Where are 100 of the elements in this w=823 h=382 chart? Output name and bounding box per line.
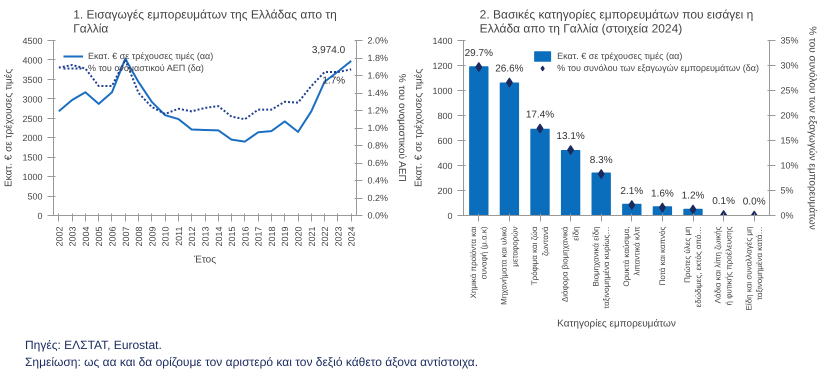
y-tick-label: 200 — [437, 186, 453, 196]
data-label: 2.1% — [620, 186, 644, 197]
x-tick-label: 2005 — [94, 226, 104, 247]
x-tick-label: 2010 — [160, 226, 171, 247]
data-label: 13.1% — [556, 131, 585, 142]
point — [536, 124, 544, 134]
point — [658, 202, 666, 212]
y2-tick-label: 25% — [780, 86, 799, 96]
y-tick-label: 2000 — [22, 133, 43, 144]
point — [690, 204, 696, 214]
x-axis-title: Έτος — [192, 254, 216, 266]
x-tick-label: Πρώτες ύλες μη εδώδιμες, εκτός από… — [683, 226, 703, 308]
x-tick-label: 2011 — [174, 226, 184, 246]
text: Πηγές: ΕΛΣΤΑΤ, Eurostat. — [25, 338, 162, 352]
data-label: 0.1% — [712, 196, 736, 207]
legend-label: Εκατ. € σε τρέχουσες τιμές (αα) — [557, 50, 682, 62]
x-tick-label: Βιομηχανικά είδη ταξινομημένα κυρίως… — [591, 226, 612, 309]
y2-tick-label: 2.0% — [368, 36, 388, 46]
y2-axis-title: % του συνόλου των εξαγωγών εμπορευμάτων — [806, 26, 818, 230]
x-tick-label: 2017 — [254, 226, 264, 247]
x-tick-label: 2006 — [107, 226, 118, 247]
data-label: 1.2% — [682, 190, 705, 202]
y2-tick-label: 35% — [780, 36, 799, 46]
x-tick-label: 2004 — [80, 226, 91, 247]
y-axis-title: Εκατ. € σε τρέχουσες τιμές — [3, 68, 14, 188]
y2-tick-label: 10% — [780, 160, 799, 170]
point — [506, 78, 513, 88]
y2-tick-label: 30% — [780, 60, 799, 70]
y2-tick-label: 5% — [780, 186, 794, 196]
y2-tick-label: 1.0% — [368, 123, 388, 133]
x-tick-label: 2023 — [333, 226, 344, 247]
y-tick-label: 500 — [27, 192, 43, 202]
y-tick-label: 4000 — [22, 55, 43, 66]
y2-tick-label: 1.4% — [368, 88, 388, 98]
y-tick-label: 400 — [437, 161, 453, 171]
y2-tick-label: 20% — [780, 110, 799, 120]
chart-title: 1. Εισαγωγές εμπορευμάτων της Ελλάδας απο τη Γαλλία — [73, 8, 337, 36]
data-label: 0.0% — [742, 196, 766, 208]
legend-label: % του συνόλου των εξαγωγών εμπορευμάτων (δα) — [557, 62, 759, 74]
y2-tick-label: 15% — [780, 136, 799, 146]
y-tick-label: 4500 — [22, 36, 43, 46]
y2-tick-label: 1.8% — [368, 53, 388, 63]
legend-label: Εκατ. € σε τρέχουσες τιμές (αα) — [88, 50, 214, 62]
text: Σημείωση: ως αα και δα ορίζουμε τον αριστερό και τον δεξιό κάθετο άξονα αντίστοιχα. — [25, 355, 478, 370]
y-tick-label: 2500 — [22, 114, 43, 124]
y2-tick-label: 0.4% — [368, 176, 388, 186]
x-tick-label: 2015 — [227, 226, 238, 247]
x-tick-label: Είδη και συναλλαγές μη ταξινομημένα κατά… — [744, 226, 764, 310]
data-label: 3,974.0 — [312, 44, 346, 56]
x-tick-label: Ορυκτά καύσιμα, λιπαντικά κλπ — [622, 226, 642, 287]
x-tick-label: 2014 — [214, 226, 224, 247]
x-tick-label: 2013 — [200, 226, 210, 247]
y-tick-label: 1000 — [432, 86, 453, 96]
x-tick-label: 2021 — [306, 226, 317, 247]
bar — [530, 128, 550, 216]
x-tick-label: 2024 — [346, 226, 357, 247]
x-tick-label: Χημικά προϊόντα και συναφή (μ.α.κ) — [468, 226, 489, 298]
y-tick-label: 3500 — [22, 74, 43, 85]
y-tick-label: 1400 — [432, 36, 453, 46]
bar — [592, 172, 611, 216]
y-tick-label: 1000 — [22, 172, 43, 182]
chart-title: 2. Βασικές κατηγορίες εμπορευμάτων που εισάγει η Ελλάδα απο τη Γαλλία (στοιχεία 2024) — [480, 8, 754, 36]
data-label: 1.6% — [651, 188, 674, 200]
point — [598, 169, 605, 179]
y2-tick-label: 0.0% — [368, 210, 388, 220]
y-tick-label: 0 — [37, 211, 43, 221]
y-tick-label: 800 — [437, 111, 453, 121]
x-tick-label: 2007 — [120, 226, 131, 247]
data-label: 26.6% — [495, 64, 524, 74]
y-axis-title: Εκατ. € σε τρέχουσες τιμές — [413, 68, 424, 188]
y2-tick-label: 0% — [780, 210, 794, 220]
data-label: 17.4% — [526, 110, 554, 120]
y2-tick-label: 1.2% — [368, 106, 388, 116]
y-tick-label: 600 — [437, 136, 453, 146]
y-tick-label: 1500 — [22, 152, 43, 163]
x-tick-label: 2020 — [294, 226, 304, 247]
y-tick-label: 1200 — [432, 61, 453, 71]
x-tick-label: Μηχανήματα και υλικό μεταφορών — [500, 226, 520, 305]
x-tick-label: 2018 — [266, 226, 277, 247]
point — [475, 62, 482, 72]
y2-tick-label: 0.6% — [368, 158, 388, 168]
bar — [469, 66, 488, 216]
bar — [560, 150, 580, 216]
x-tick-label: Διάφορα βιομηχανικά είδη — [560, 226, 580, 302]
y2-tick-label: 0.8% — [368, 140, 388, 150]
y2-tick-label: 0.2% — [368, 193, 388, 203]
y2-tick-label: 1.6% — [368, 70, 388, 80]
y-tick-label: 3000 — [22, 94, 43, 104]
x-tick-label: 2022 — [320, 226, 330, 247]
y-tick-label: 0 — [447, 211, 453, 221]
point — [567, 145, 574, 155]
x-tick-label: Λάδια και λίπη ζωικής ή φυτικής προέλευσης — [714, 226, 734, 306]
x-tick-label: 2009 — [147, 226, 158, 247]
bar — [500, 82, 520, 216]
x-tick-label: 2012 — [187, 226, 198, 247]
x-tick-label: Τρόφιμα και ζώα ζωντανά — [530, 226, 550, 286]
data-label: 29.7% — [464, 48, 494, 59]
x-tick-label: 2008 — [134, 226, 144, 247]
data-label: 8.3% — [590, 155, 613, 166]
x-tick-label: 2016 — [240, 226, 250, 247]
